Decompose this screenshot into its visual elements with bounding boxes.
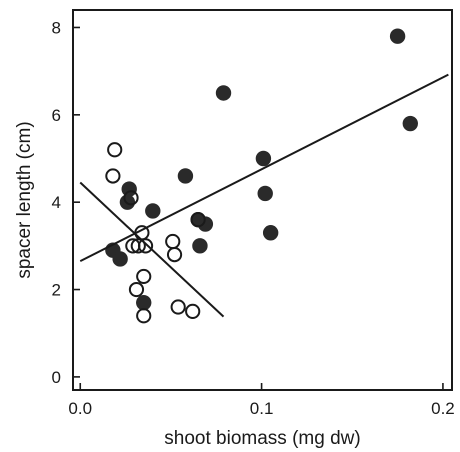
open-data-point <box>185 303 201 319</box>
open-data-point <box>137 238 154 254</box>
filled-data-point <box>136 294 152 311</box>
filled-data-point <box>145 203 161 219</box>
filled-data-point <box>257 185 273 202</box>
x-tick-label: 0.0 <box>68 399 92 418</box>
open-data-point <box>107 142 123 158</box>
open-data-point <box>166 246 183 263</box>
plot-frame <box>72 9 453 391</box>
open-data-point <box>136 308 152 324</box>
plot-marks <box>79 28 449 324</box>
x-tick-label: 0.1 <box>250 399 274 418</box>
y-tick-label: 2 <box>52 281 61 300</box>
y-tick-label: 0 <box>52 368 61 387</box>
open-data-point <box>128 281 145 298</box>
filled-data-point <box>197 216 214 232</box>
filled-data-point <box>255 150 272 167</box>
open-data-point <box>190 212 206 228</box>
axis-ticks: 0.0 0.1 0.2 0 2 4 6 8 <box>52 18 455 418</box>
filled-data-point <box>389 28 406 44</box>
x-tick-label: 0.2 <box>431 399 455 418</box>
y-tick-label: 6 <box>52 106 61 125</box>
trend-line <box>79 73 449 263</box>
open-data-point <box>105 168 121 184</box>
y-tick-label: 8 <box>52 18 61 37</box>
filled-data-point <box>177 168 194 184</box>
filled-data-point <box>215 85 232 101</box>
open-data-point <box>136 268 152 285</box>
y-tick-label: 4 <box>52 193 61 212</box>
filled-data-point <box>262 225 279 241</box>
filled-data-point <box>192 238 208 254</box>
open-data-point <box>123 190 139 206</box>
trend-line <box>79 181 225 318</box>
y-axis-label: spacer length (cm) <box>14 121 35 278</box>
filled-data-point <box>121 181 137 197</box>
x-axis-label: shoot biomass (mg dw) <box>164 428 360 449</box>
filled-data-point <box>402 115 418 132</box>
open-data-point <box>170 299 186 315</box>
filled-data-point <box>112 251 128 267</box>
